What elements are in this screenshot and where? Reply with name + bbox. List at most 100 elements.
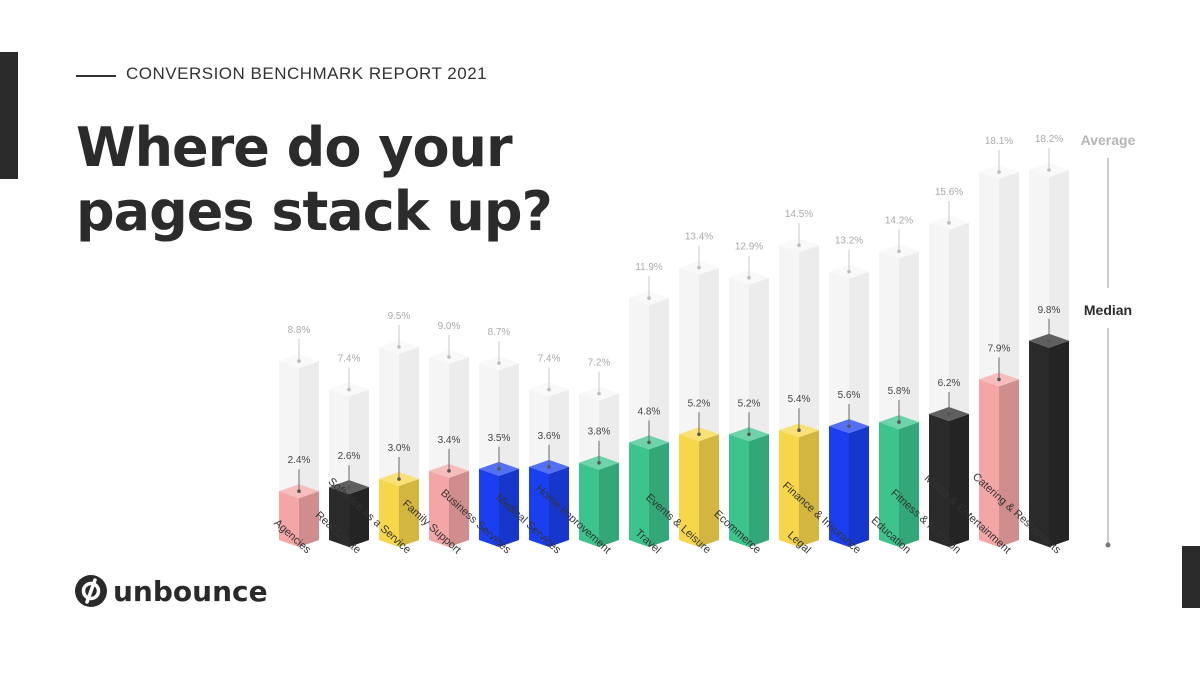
median-bar-left-face — [479, 468, 499, 547]
median-bar-right-face — [349, 487, 369, 547]
median-bar-right-face — [299, 491, 319, 547]
median-bar-left-face — [679, 434, 699, 547]
median-value-label: 2.6% — [338, 451, 361, 462]
median-value-label: 2.4% — [288, 455, 311, 466]
median-marker-dot — [847, 424, 851, 428]
average-marker-dot — [297, 359, 301, 363]
median-bar-right-face — [949, 413, 969, 547]
average-value-label: 14.2% — [885, 215, 913, 226]
average-value-label: 15.6% — [935, 187, 963, 198]
bar-group: 14.5%5.4%Legal — [779, 209, 819, 556]
median-bar-right-face — [649, 442, 669, 547]
median-bar-right-face — [899, 422, 919, 547]
median-marker-dot — [897, 420, 901, 424]
median-marker-dot — [547, 465, 551, 469]
headline-line-2: pages stack up? — [76, 180, 553, 243]
median-marker-dot — [447, 469, 451, 473]
bar-group: 15.6%6.2%Fitness & Nutrition — [888, 187, 969, 556]
page-headline: Where do your pages stack up? — [76, 116, 553, 244]
bar-group: 9.0%3.4%Family Support — [400, 321, 469, 556]
median-value-label: 5.6% — [838, 390, 861, 401]
average-marker-dot — [847, 269, 851, 274]
median-value-label: 9.8% — [1038, 305, 1061, 316]
bar-group: 14.2%5.8%Education — [869, 215, 919, 556]
median-value-label: 5.8% — [888, 386, 911, 397]
legend-end-dot — [1105, 542, 1111, 548]
average-value-label: 13.4% — [685, 232, 713, 243]
median-bar-left-face — [329, 487, 349, 547]
average-value-label: 14.5% — [785, 209, 813, 220]
average-value-label: 8.7% — [488, 327, 511, 338]
median-bar-left-face — [729, 434, 749, 547]
average-value-label: 9.0% — [438, 321, 461, 332]
average-marker-dot — [597, 391, 601, 396]
brand-name: unbounce — [113, 574, 268, 608]
chart-legend: Average Median — [1081, 132, 1136, 548]
median-value-label: 3.8% — [588, 427, 611, 438]
average-value-label: 18.2% — [1035, 134, 1063, 145]
average-value-label: 7.4% — [338, 354, 361, 365]
report-title: CONVERSION BENCHMARK REPORT 2021 — [126, 64, 488, 83]
legend-average-label: Average — [1081, 132, 1136, 148]
median-marker-dot — [747, 432, 751, 437]
average-marker-dot — [547, 387, 551, 392]
median-bar-left-face — [979, 379, 999, 547]
median-bar-right-face — [749, 434, 769, 547]
average-marker-dot — [747, 275, 751, 280]
median-bar-left-face — [629, 442, 649, 547]
median-bar-right-face — [399, 479, 419, 547]
median-marker-dot — [1047, 338, 1051, 343]
average-marker-dot — [497, 361, 501, 365]
median-bar-right-face — [699, 434, 719, 547]
median-marker-dot — [647, 440, 651, 445]
average-marker-dot — [897, 249, 901, 254]
median-bar-left-face — [529, 466, 549, 547]
median-bar-right-face — [1049, 340, 1069, 547]
average-value-label: 7.2% — [588, 358, 611, 369]
median-marker-dot — [397, 477, 401, 481]
average-marker-dot — [797, 243, 801, 248]
median-bar-left-face — [1029, 340, 1049, 547]
unbounce-logo-icon — [75, 575, 107, 607]
median-bar-left-face — [279, 491, 299, 547]
bar-group: 11.9%4.8%Travel — [629, 262, 669, 556]
median-value-label: 3.4% — [438, 435, 461, 446]
median-marker-dot — [497, 467, 501, 471]
legend-median-label: Median — [1084, 302, 1132, 318]
right-accent-bar — [1182, 546, 1200, 608]
average-marker-dot — [697, 265, 701, 270]
median-value-label: 3.5% — [488, 433, 511, 444]
median-value-label: 4.8% — [638, 406, 661, 417]
average-value-label: 11.9% — [635, 262, 663, 273]
median-marker-dot — [947, 412, 951, 416]
median-bar-right-face — [849, 426, 869, 547]
median-value-label: 5.2% — [738, 398, 761, 409]
median-bar-right-face — [449, 470, 469, 547]
average-marker-dot — [997, 170, 1001, 174]
bar-group: 12.9%5.2%Ecommerce — [711, 242, 769, 556]
average-marker-dot — [347, 387, 351, 392]
average-value-label: 8.8% — [288, 325, 311, 336]
bar-group: 7.4%2.6%Real Estate — [313, 354, 369, 556]
median-value-label: 7.9% — [988, 343, 1011, 354]
median-bar-left-face — [879, 422, 899, 547]
median-value-label: 5.2% — [688, 398, 711, 409]
median-marker-dot — [347, 485, 351, 489]
average-value-label: 13.2% — [835, 236, 863, 247]
median-value-label: 6.2% — [938, 378, 961, 389]
average-value-label: 7.4% — [538, 354, 561, 365]
median-bar-right-face — [999, 379, 1019, 547]
median-bar-left-face — [379, 479, 399, 547]
median-value-label: 5.4% — [788, 394, 811, 405]
average-marker-dot — [397, 345, 401, 349]
average-value-label: 18.1% — [985, 136, 1013, 147]
median-bar-left-face — [929, 413, 949, 547]
median-bar-left-face — [579, 462, 599, 547]
median-marker-dot — [997, 377, 1001, 382]
median-bar-left-face — [779, 430, 799, 547]
average-marker-dot — [647, 296, 651, 300]
median-bar-right-face — [549, 466, 569, 547]
brand-logo: unbounce — [74, 574, 268, 608]
average-value-label: 9.5% — [388, 311, 411, 322]
